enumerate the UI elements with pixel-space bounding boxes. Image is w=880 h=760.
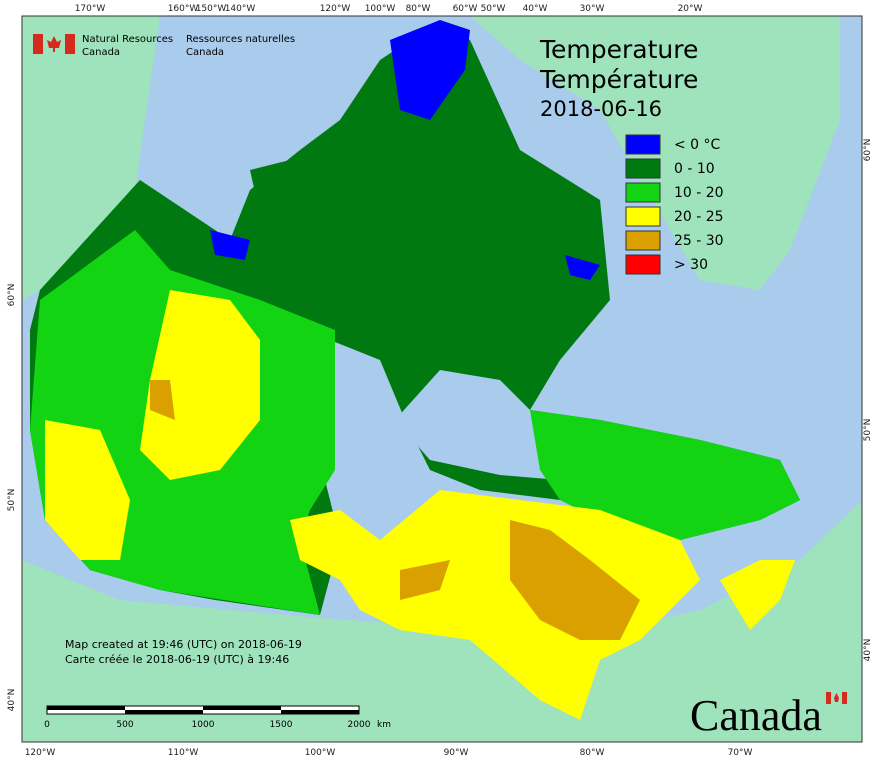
united-states: [22, 500, 862, 742]
flag-bar: [842, 692, 847, 704]
credit: Map created at 19:46 (UTC) on 2018-06-19: [65, 638, 302, 651]
scale-label: 500: [116, 720, 133, 730]
alaska: [22, 16, 160, 300]
region-10-20: [530, 410, 800, 540]
legend-swatch: [625, 230, 661, 251]
latitude-label: 60°N: [863, 139, 873, 162]
date: 2018-06-16: [540, 97, 662, 121]
longitude-label: 20°W: [678, 4, 703, 14]
agency-fr: Ressources naturelles: [186, 34, 295, 45]
scale-segment: [125, 710, 203, 714]
region-below-0: [565, 255, 600, 280]
longitude-label: 80°W: [406, 4, 431, 14]
region-25-30: [400, 560, 450, 600]
scale-label: 1000: [192, 720, 215, 730]
legend-label: < 0 °C: [674, 137, 721, 153]
legend-label: 25 - 30: [674, 233, 724, 249]
longitude-label: 50°W: [481, 4, 506, 14]
legend-swatch: [625, 182, 661, 203]
longitude-label: 100°W: [305, 748, 336, 758]
island: [250, 160, 300, 215]
region-20-25: [45, 420, 130, 560]
legend-label: 10 - 20: [674, 185, 724, 201]
longitude-label: 170°W: [75, 4, 106, 14]
wordmark: Canada: [690, 691, 822, 740]
longitude-label: 140°W: [225, 4, 256, 14]
title: Temperature: [539, 35, 698, 64]
longitude-label: 60°W: [453, 4, 478, 14]
longitude-label: 30°W: [580, 4, 605, 14]
legend: < 0 °C 0 - 10 10 - 20 20 - 25 25 - 30 > 30: [625, 134, 724, 275]
scale-segment: [47, 706, 125, 710]
longitude-label: 120°W: [320, 4, 351, 14]
longitude-label: 110°W: [168, 748, 199, 758]
credit: Carte créée le 2018-06-19 (UTC) à 19:46: [65, 653, 289, 666]
legend-label: > 30: [674, 257, 708, 273]
region-below-0: [390, 20, 470, 120]
latitude-label: 50°N: [7, 489, 17, 512]
longitude-label: 90°W: [444, 748, 469, 758]
legend-label: 0 - 10: [674, 161, 715, 177]
latitude-label: 40°N: [863, 639, 873, 662]
title: Température: [539, 65, 698, 94]
scale-label: 1500: [270, 720, 293, 730]
agency-header: Natural Resources Canada Ressources natu…: [33, 34, 295, 58]
longitude-label: 160°W: [168, 4, 199, 14]
scale-segment: [281, 710, 359, 714]
map-area: [21, 15, 863, 743]
region-20-25: [720, 560, 795, 630]
agency-en: Canada: [82, 47, 120, 58]
map-frame: [21, 15, 863, 743]
wordmark-flag: [826, 692, 847, 704]
scale-label: 0: [44, 720, 50, 730]
longitude-label: 120°W: [25, 748, 56, 758]
longitude-label: 100°W: [365, 4, 396, 14]
scale-unit: km: [377, 720, 391, 730]
flag-bar: [826, 692, 831, 704]
scale-bar: 0 500 1000 1500 2000 km: [44, 705, 391, 730]
scale-segment: [203, 706, 281, 710]
legend-swatch: [625, 158, 661, 179]
longitude-label: 40°W: [523, 4, 548, 14]
maple-leaf: [47, 36, 61, 52]
longitude-label: 70°W: [728, 748, 753, 758]
maple-leaf: [834, 693, 839, 702]
legend-swatch: [625, 134, 661, 155]
longitude-label: 150°W: [196, 4, 227, 14]
region-20-25: [140, 290, 260, 480]
flag-bar: [33, 34, 43, 54]
flag-bar: [65, 34, 75, 54]
region-20-25: [290, 490, 700, 720]
latitude-label: 40°N: [7, 689, 17, 712]
hudson-bay: [395, 370, 560, 480]
agency-en: Natural Resources: [82, 34, 173, 45]
latitude-label: 50°N: [863, 419, 873, 442]
legend-label: 20 - 25: [674, 209, 724, 225]
region-25-30: [150, 380, 175, 420]
legend-swatch: [625, 254, 661, 275]
latitude-label: 60°N: [7, 284, 17, 307]
agency-fr: Canada: [186, 47, 224, 58]
region-25-30: [510, 520, 640, 640]
longitude-label: 80°W: [580, 748, 605, 758]
scale-label: 2000: [348, 720, 371, 730]
region-below-0: [210, 230, 250, 260]
legend-swatch: [625, 206, 661, 227]
